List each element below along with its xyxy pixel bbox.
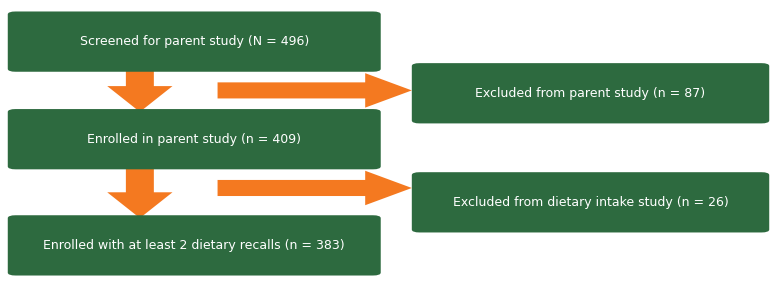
FancyBboxPatch shape	[8, 11, 381, 72]
FancyBboxPatch shape	[8, 109, 381, 169]
Text: Enrolled in parent study (n = 409): Enrolled in parent study (n = 409)	[87, 133, 301, 146]
FancyBboxPatch shape	[412, 63, 769, 123]
FancyBboxPatch shape	[412, 172, 769, 232]
Polygon shape	[107, 166, 172, 218]
Polygon shape	[107, 69, 172, 112]
Polygon shape	[218, 73, 412, 108]
Text: Excluded from parent study (n = 87): Excluded from parent study (n = 87)	[476, 87, 706, 100]
Text: Screened for parent study (N = 496): Screened for parent study (N = 496)	[79, 35, 309, 48]
FancyBboxPatch shape	[8, 215, 381, 276]
Polygon shape	[218, 171, 412, 205]
Text: Excluded from dietary intake study (n = 26): Excluded from dietary intake study (n = …	[453, 196, 728, 209]
Text: Enrolled with at least 2 dietary recalls (n = 383): Enrolled with at least 2 dietary recalls…	[44, 239, 345, 252]
